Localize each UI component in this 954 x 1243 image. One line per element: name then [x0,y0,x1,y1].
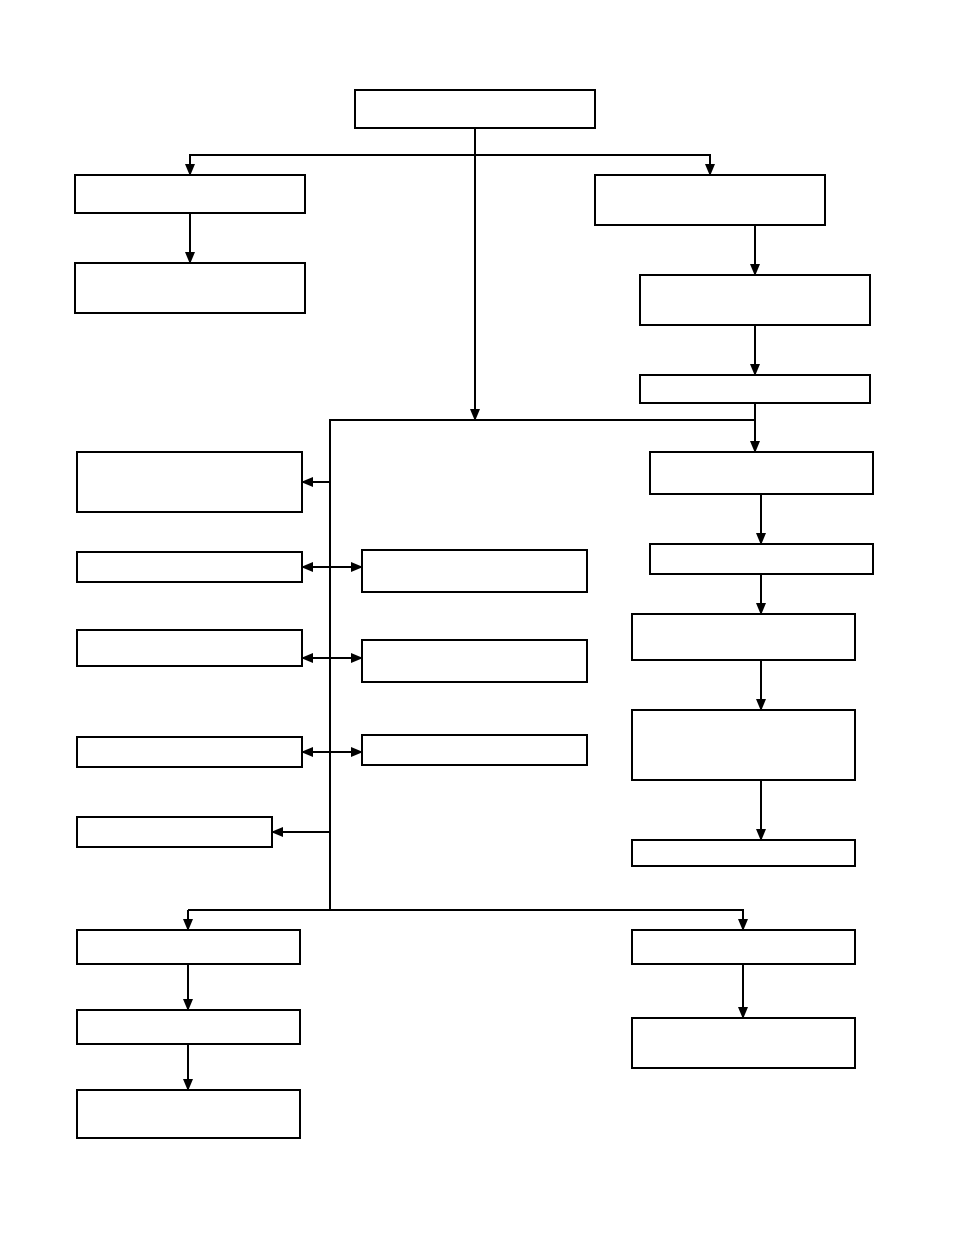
flowchart-node-mc1 [362,550,587,592]
flowchart-node-ml2 [77,552,302,582]
flowchart-node-bl3 [77,1090,300,1138]
flowchart-node-top [355,90,595,128]
flowchart-node-l2 [75,263,305,313]
flowchart-node-br1 [632,930,855,964]
flowchart-node-r1 [595,175,825,225]
flowchart-node-ml1 [77,452,302,512]
flowchart-node-bl2 [77,1010,300,1044]
flowchart-node-br2 [632,1018,855,1068]
flowchart-node-mc2 [362,640,587,682]
flowchart-node-mr1 [650,452,873,494]
flowchart-node-ml4 [77,737,302,767]
flowchart-node-mr3 [632,614,855,660]
flowchart-edge [475,128,710,175]
flowchart-node-mr5 [632,840,855,866]
flowchart-node-r2 [640,275,870,325]
flowchart-node-ml5 [77,817,272,847]
flowchart-canvas [0,0,954,1243]
flowchart-node-mc3 [362,735,587,765]
flowchart-node-bl1 [77,930,300,964]
flowchart-node-mr4 [632,710,855,780]
flowchart-edge [190,128,475,175]
flowchart-node-ml3 [77,630,302,666]
flowchart-node-l1 [75,175,305,213]
flowchart-node-r3 [640,375,870,403]
flowchart-edge [188,910,743,930]
flowchart-node-mr2 [650,544,873,574]
